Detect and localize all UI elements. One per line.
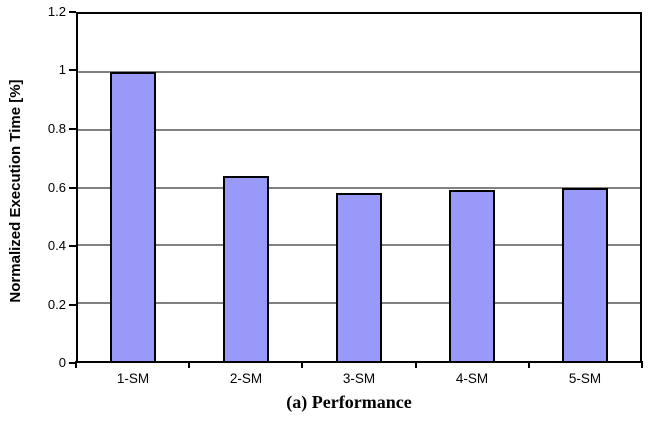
x-tick-mark (75, 361, 77, 368)
y-tick-label: 0.2 (47, 297, 66, 312)
y-tick-mark (69, 362, 76, 364)
y-tick-label: 0 (58, 355, 66, 370)
gridline (78, 70, 640, 73)
y-tick-mark (69, 245, 76, 247)
y-tick-mark (69, 187, 76, 189)
x-tick-label-3-SM: 3-SM (342, 371, 376, 386)
x-tick-mark (528, 361, 530, 368)
chart-caption: (a) Performance (286, 392, 412, 412)
bar-2-SM (223, 175, 269, 361)
y-tick-label: 0.6 (47, 180, 66, 195)
y-tick-label: 0.4 (47, 238, 66, 253)
bar-5-SM (562, 187, 608, 361)
y-tick-mark (69, 11, 76, 13)
gridline (78, 186, 640, 189)
y-tick-mark (69, 128, 76, 130)
x-tick-mark (415, 361, 417, 368)
x-tick-mark (301, 361, 303, 368)
x-tick-label-4-SM: 4-SM (455, 371, 489, 386)
x-tick-mark (188, 361, 190, 368)
x-tick-mark (641, 361, 643, 368)
y-tick-label: 0.8 (47, 121, 66, 136)
y-tick-label: 1.2 (47, 4, 66, 19)
y-tick-mark (69, 69, 76, 71)
plot-area (76, 12, 642, 363)
bar-4-SM (449, 190, 495, 361)
x-tick-label-2-SM: 2-SM (229, 371, 263, 386)
x-tick-label-5-SM: 5-SM (568, 371, 602, 386)
y-tick-mark (69, 304, 76, 306)
y-tick-label: 1 (58, 62, 66, 77)
x-tick-label-1-SM: 1-SM (116, 371, 150, 386)
bar-3-SM (336, 193, 382, 361)
bar-1-SM (110, 71, 156, 361)
gridline (78, 128, 640, 131)
